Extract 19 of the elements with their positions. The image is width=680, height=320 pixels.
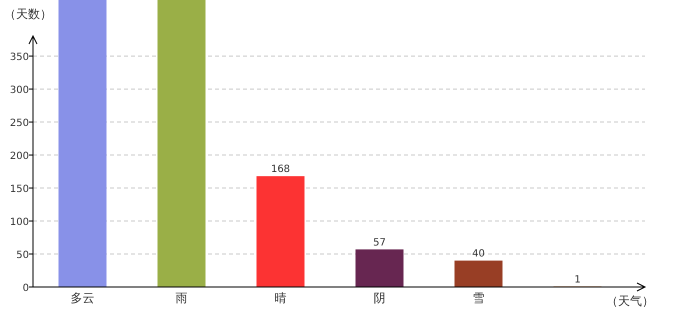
y-tick-label: 50: [16, 250, 29, 262]
x-tick-label: 晴: [274, 291, 286, 305]
y-tick-label: 200: [10, 151, 29, 162]
data-label: 1: [574, 274, 581, 286]
y-tick-label: 150: [10, 184, 29, 196]
x-axis-title: （天气）: [606, 294, 654, 308]
data-label: 57: [373, 237, 386, 248]
x-tick-label: 多云: [70, 291, 94, 305]
data-label: 40: [472, 248, 485, 260]
y-tick-label: 250: [10, 118, 29, 130]
x-tick-label: 阴: [374, 291, 386, 305]
y-tick-label: 100: [10, 217, 29, 228]
y-tick-label: 300: [10, 85, 29, 96]
data-label: 168: [270, 164, 290, 176]
x-tick-label: 雨: [176, 291, 188, 305]
y-tick-label: 350: [10, 52, 29, 64]
x-tick-label: 雪: [472, 291, 484, 305]
y-tick-label: 0: [22, 283, 29, 294]
y-axis-title: （天数）: [4, 7, 52, 21]
